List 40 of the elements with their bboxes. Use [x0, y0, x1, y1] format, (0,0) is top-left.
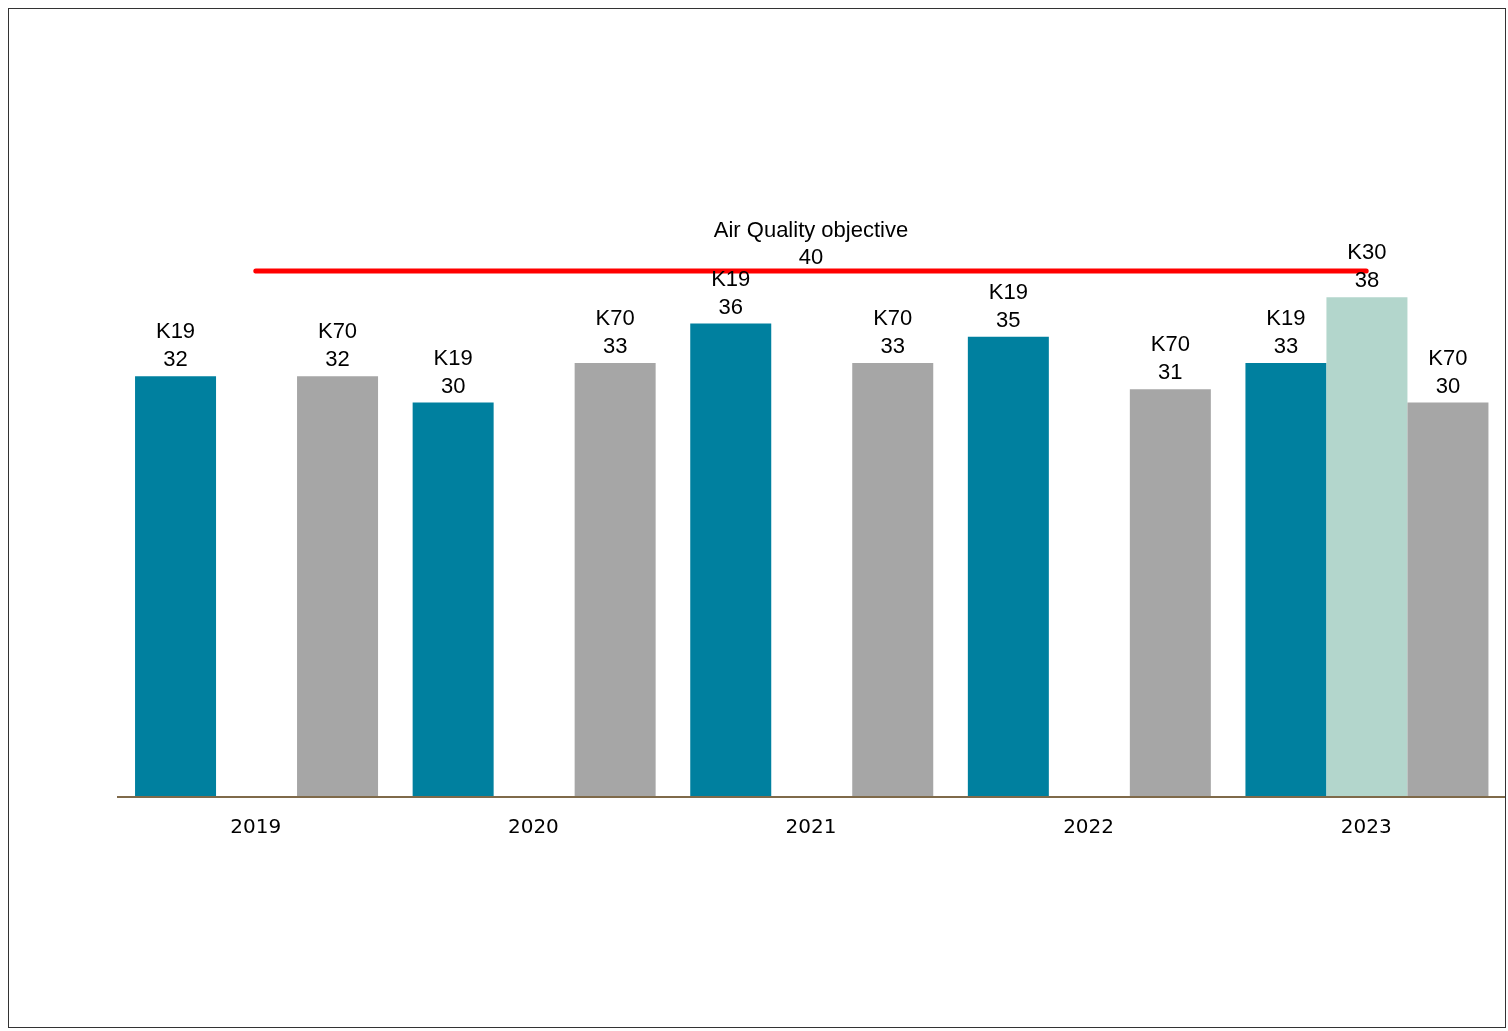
data-label: 36	[718, 293, 743, 319]
data-label: 33	[1273, 333, 1299, 359]
bar	[967, 336, 1049, 797]
text: K19	[1266, 305, 1306, 331]
data-label: 38	[1354, 267, 1380, 293]
data-label: 33	[602, 333, 628, 359]
series-label: K19	[155, 318, 196, 344]
bar	[135, 376, 217, 797]
data-label: 30	[1435, 372, 1461, 398]
x-tick-label: 2020	[507, 814, 559, 839]
text: K70	[873, 305, 913, 331]
data-label: 32	[163, 346, 188, 372]
bar	[1129, 389, 1211, 797]
data-label: 33	[880, 333, 905, 359]
bar	[1326, 297, 1408, 797]
bar	[852, 363, 934, 797]
data-label: 30	[440, 372, 466, 398]
bar	[1407, 402, 1489, 797]
text: K70	[595, 305, 635, 331]
bar	[574, 363, 656, 797]
ref-line-label: Air Quality objective	[713, 217, 909, 242]
text: K19	[988, 278, 1028, 304]
bar	[297, 376, 379, 797]
bar	[690, 323, 772, 797]
x-tick-label: 2023	[1340, 814, 1392, 839]
bar	[412, 402, 494, 797]
text: K19	[711, 265, 751, 291]
data-label: 35	[996, 306, 1021, 332]
series-label: K30	[1347, 239, 1387, 265]
text: K19	[433, 344, 473, 370]
text: K70	[1428, 344, 1468, 370]
series-label: K70	[317, 318, 358, 344]
bar	[1245, 363, 1327, 797]
data-label: 31	[1158, 359, 1183, 385]
data-label: 32	[325, 346, 350, 372]
x-tick-label: 2019	[230, 814, 282, 839]
annotation: 40	[798, 244, 824, 269]
x-tick-label: 2022	[1063, 814, 1115, 839]
x-tick-label: 2021	[785, 814, 837, 839]
text: K70	[1150, 331, 1190, 357]
